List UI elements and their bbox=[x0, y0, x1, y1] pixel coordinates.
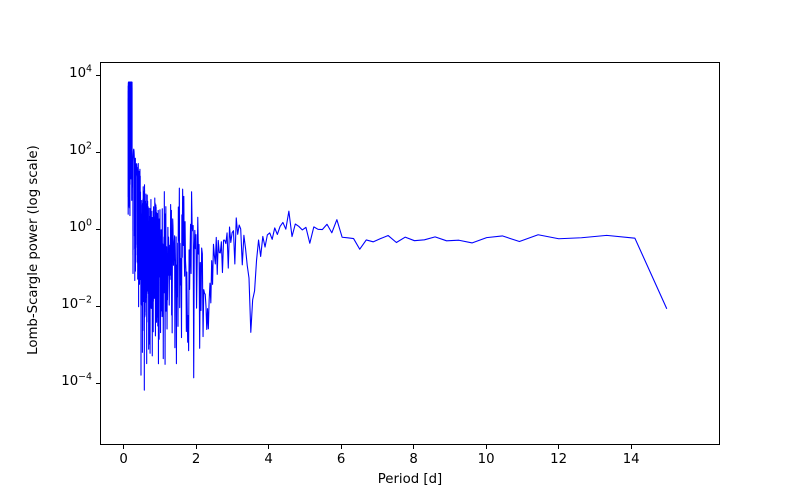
x-tick-2 bbox=[195, 445, 197, 449]
x-tick-14 bbox=[630, 445, 632, 449]
y-tick-label-1e0: 100 bbox=[69, 218, 92, 236]
x-tick-label-12: 12 bbox=[550, 452, 568, 467]
y-tick-1e-4 bbox=[96, 382, 100, 384]
x-tick-label-6: 6 bbox=[336, 452, 346, 467]
y-tick-1e-2 bbox=[96, 305, 100, 308]
x-tick-label-0: 0 bbox=[119, 452, 128, 467]
y-tick-1e2 bbox=[96, 151, 100, 154]
y-tick-label-1e2: 102 bbox=[69, 141, 92, 159]
y-tick-1e0 bbox=[96, 228, 100, 231]
lomb-scargle-line bbox=[127, 81, 668, 391]
x-tick-12 bbox=[558, 445, 560, 449]
x-tick-10 bbox=[485, 445, 487, 449]
x-axis-label: Period [d] bbox=[377, 472, 443, 487]
periodogram-plot bbox=[127, 81, 668, 391]
x-tick-4 bbox=[268, 445, 270, 449]
x-tick-label-10: 10 bbox=[477, 452, 495, 467]
y-tick-1e4 bbox=[96, 74, 100, 77]
x-tick-8 bbox=[413, 445, 415, 449]
x-tick-0 bbox=[123, 445, 125, 449]
y-tick-label-1e4: 104 bbox=[69, 64, 92, 82]
x-tick-label-8: 8 bbox=[409, 452, 418, 467]
y-tick-label-1e-2: 10−2 bbox=[61, 295, 92, 313]
x-tick-label-2: 2 bbox=[191, 452, 201, 467]
x-tick-label-14: 14 bbox=[622, 452, 640, 467]
x-tick-6 bbox=[340, 445, 342, 449]
x-tick-label-4: 4 bbox=[264, 452, 273, 467]
plot-axes bbox=[100, 62, 720, 445]
y-tick-label-1e-4: 10−4 bbox=[61, 371, 92, 390]
